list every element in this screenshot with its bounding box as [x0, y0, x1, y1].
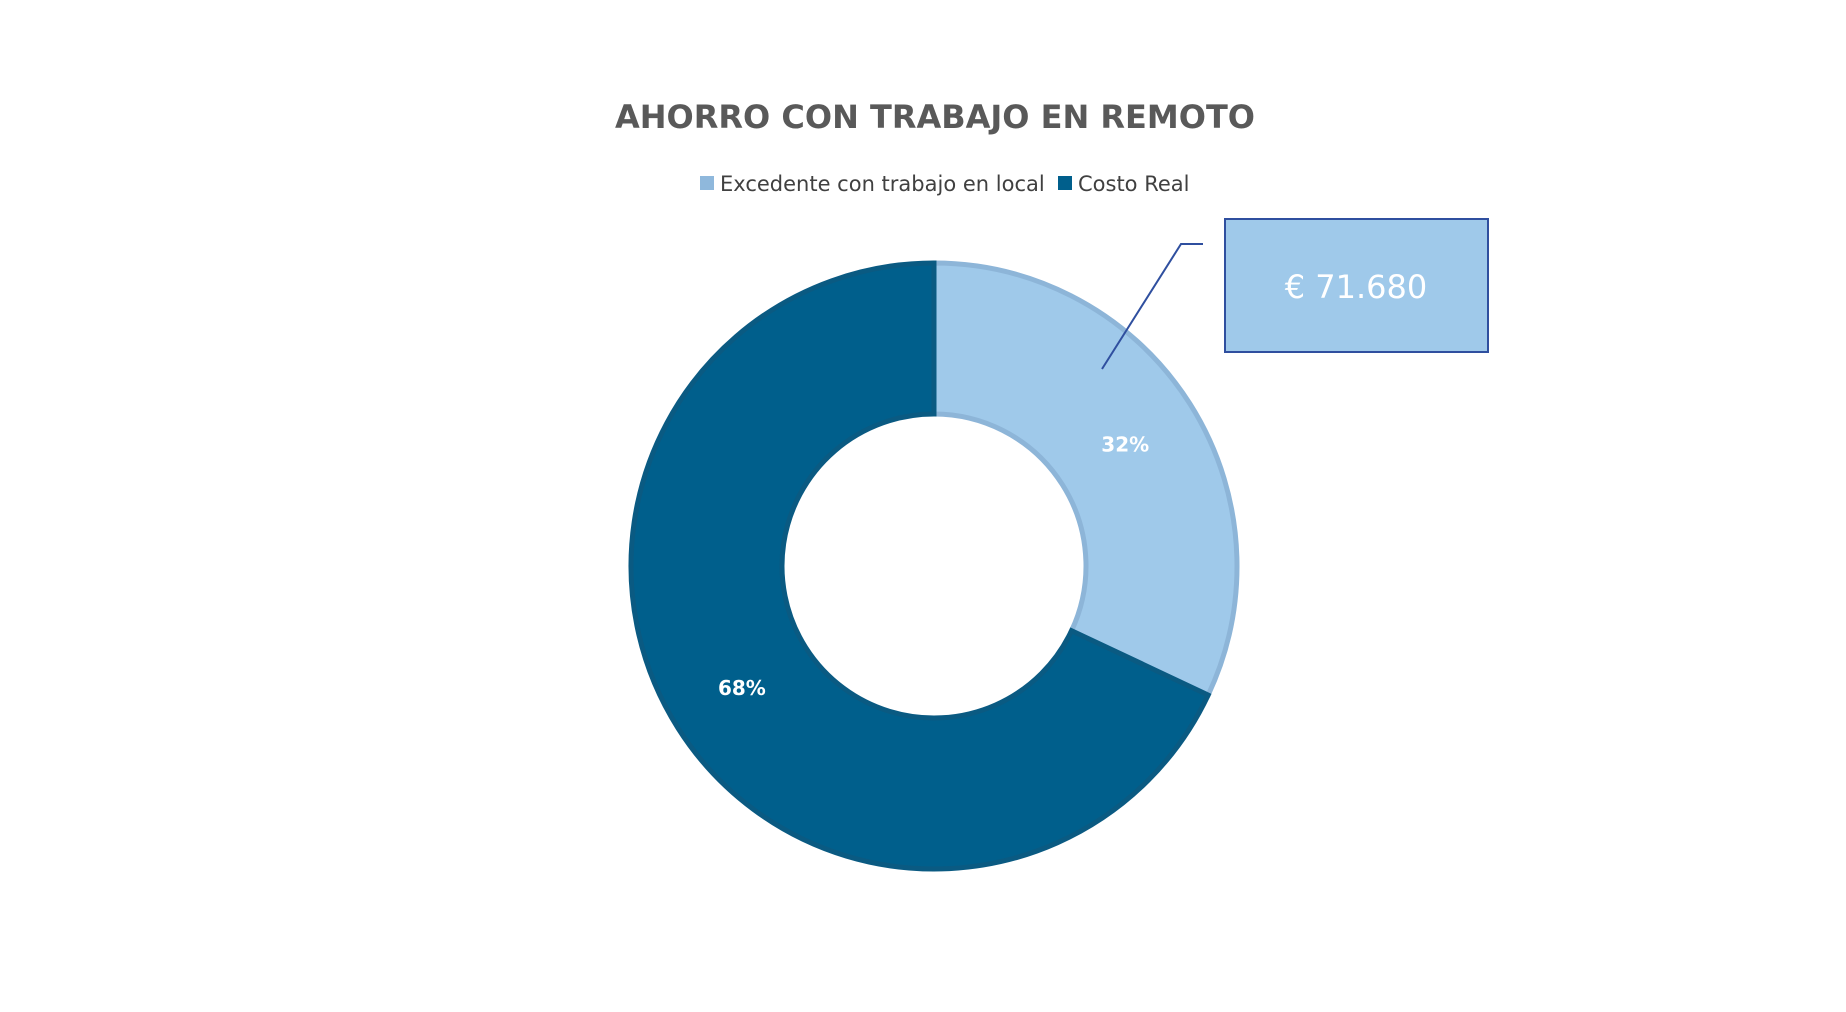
chart-legend: Excedente con trabajo en local Costo Rea…: [700, 172, 1189, 196]
slice-excedente: [931, 260, 1240, 699]
slice-label-costo-real: 68%: [718, 676, 766, 700]
slice-percentage-labels: 32% 68%: [718, 433, 1149, 700]
slice-label-excedente: 32%: [1101, 433, 1149, 457]
legend-swatch-excedente: [700, 176, 714, 190]
callout-leader-line: [1101, 243, 1203, 370]
chart-title: AHORRO CON TRABAJO EN REMOTO: [615, 98, 1255, 136]
callout-box: [1224, 218, 1489, 353]
legend-swatch-costo-real: [1058, 176, 1072, 190]
savings-callout: € 71.680: [1101, 218, 1489, 370]
legend-label-excedente: Excedente con trabajo en local: [720, 172, 1045, 196]
slice-costo-real: [628, 260, 1212, 872]
legend-label-costo-real: Costo Real: [1078, 172, 1189, 196]
callout-value: € 71.680: [1285, 268, 1428, 306]
doughnut-slices: [628, 260, 1240, 872]
